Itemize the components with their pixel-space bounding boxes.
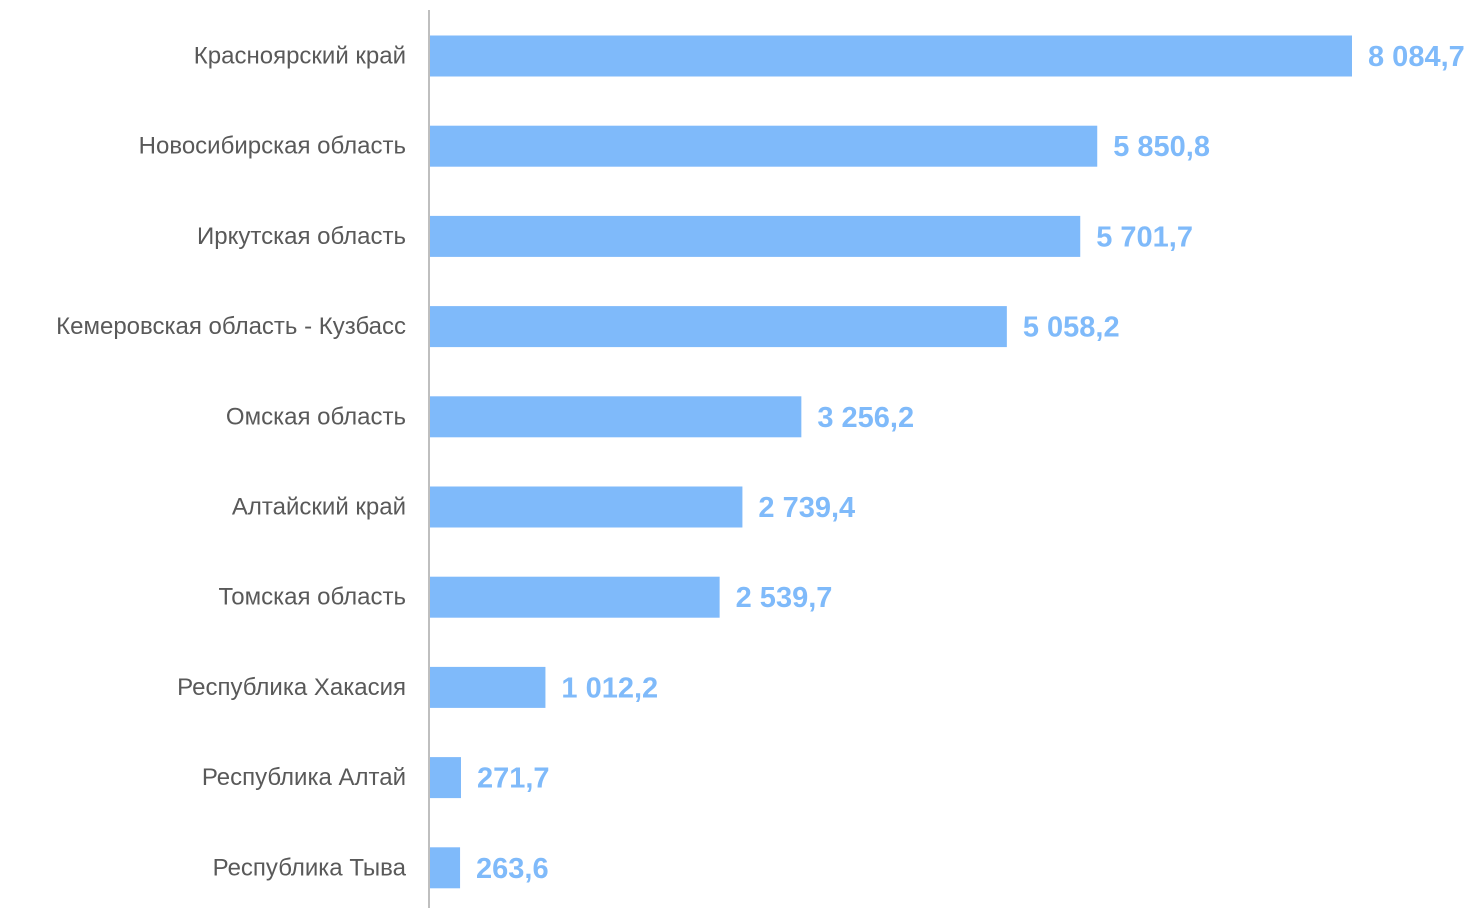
bar [430,35,1352,77]
bar [430,666,546,708]
bar [430,306,1007,348]
value-label: 5 701,7 [1096,221,1193,253]
category-label: Республика Алтай [202,764,406,791]
value-label: 2 539,7 [736,582,833,614]
category-label: Красноярский край [194,43,406,70]
category-label: Алтайский край [232,494,406,521]
bar [430,125,1098,167]
value-label: 263,6 [476,853,549,885]
bar [430,576,720,618]
bar [430,757,461,799]
bar [430,486,743,528]
category-label: Томская область [218,584,406,611]
value-label: 2 739,4 [758,492,855,524]
value-labels: 8 084,7 5 850,8 5 701,7 5 058,2 3 256,2 2 739… [476,41,1465,885]
value-label: 1 012,2 [561,672,658,704]
category-labels: Красноярский край Новосибирская область Ир… [56,43,406,882]
category-label: Новосибирская область [139,133,406,160]
value-label: 3 256,2 [817,402,914,434]
value-label: 8 084,7 [1368,41,1465,73]
category-label: Республика Хакасия [177,674,406,701]
value-label: 5 850,8 [1113,131,1210,163]
bar [430,847,461,889]
bar [430,396,802,438]
bar [430,215,1081,257]
bars [430,35,1352,889]
category-label: Омская область [226,403,406,430]
category-label: Иркутская область [197,223,406,250]
value-label: 5 058,2 [1023,312,1120,344]
category-label: Республика Тыва [213,854,407,881]
category-label: Кемеровская область - Кузбасс [56,313,406,340]
value-label: 271,7 [477,763,550,795]
